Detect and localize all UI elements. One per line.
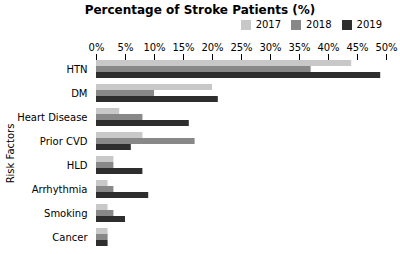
svg-text:30%: 30% xyxy=(259,42,281,53)
html-text:2018: 2018 xyxy=(306,19,332,30)
svg-text:15%: 15% xyxy=(172,42,194,53)
svg-text:20%: 20% xyxy=(201,42,223,53)
svg-text:10%: 10% xyxy=(143,42,165,53)
svg-text:DM: DM xyxy=(71,88,87,99)
html-text:2017: 2017 xyxy=(255,19,282,30)
svg-text:35%: 35% xyxy=(288,42,310,53)
html-text:Percentage of Stroke Patients: Percentage of Stroke Patients (%) xyxy=(84,3,316,17)
svg-text:45%: 45% xyxy=(346,42,368,53)
svg-text:Heart Disease: Heart Disease xyxy=(17,112,87,123)
svg-text:0%: 0% xyxy=(89,42,105,53)
svg-text:HLD: HLD xyxy=(67,160,88,171)
svg-text:50%: 50% xyxy=(375,42,397,53)
svg-text:Prior CVD: Prior CVD xyxy=(40,136,88,147)
svg-text:Smoking: Smoking xyxy=(44,208,87,219)
svg-text:5%: 5% xyxy=(118,42,134,53)
html-text:2019: 2019 xyxy=(356,19,382,30)
svg-text:HTN: HTN xyxy=(66,64,87,75)
svg-text:Risk Factors: Risk Factors xyxy=(5,124,16,184)
svg-text:Arrhythmia: Arrhythmia xyxy=(32,184,88,195)
svg-text:Cancer: Cancer xyxy=(52,232,88,243)
svg-text:25%: 25% xyxy=(230,42,252,53)
svg-text:40%: 40% xyxy=(317,42,339,53)
